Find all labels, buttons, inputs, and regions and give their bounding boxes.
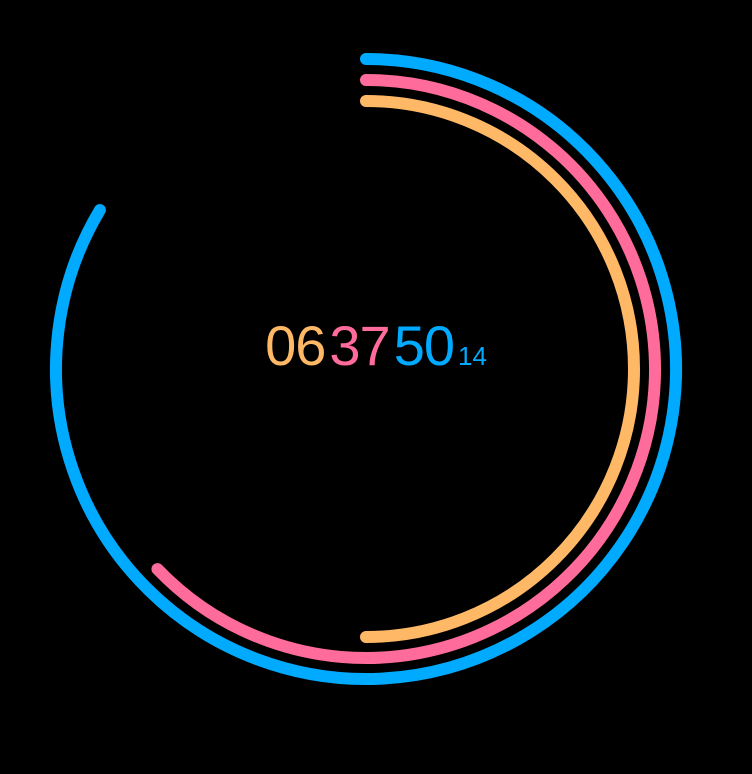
seconds-digits: 50 [393, 314, 455, 377]
minutes-ring [151, 74, 661, 664]
hundredths-digits: 14 [457, 341, 487, 371]
minutes-digits: 37 [329, 314, 390, 377]
hours-digits: 06 [265, 314, 326, 377]
hours-ring [360, 95, 640, 643]
seconds-ring [50, 53, 682, 685]
time-readout: 063750 14 [0, 318, 752, 374]
